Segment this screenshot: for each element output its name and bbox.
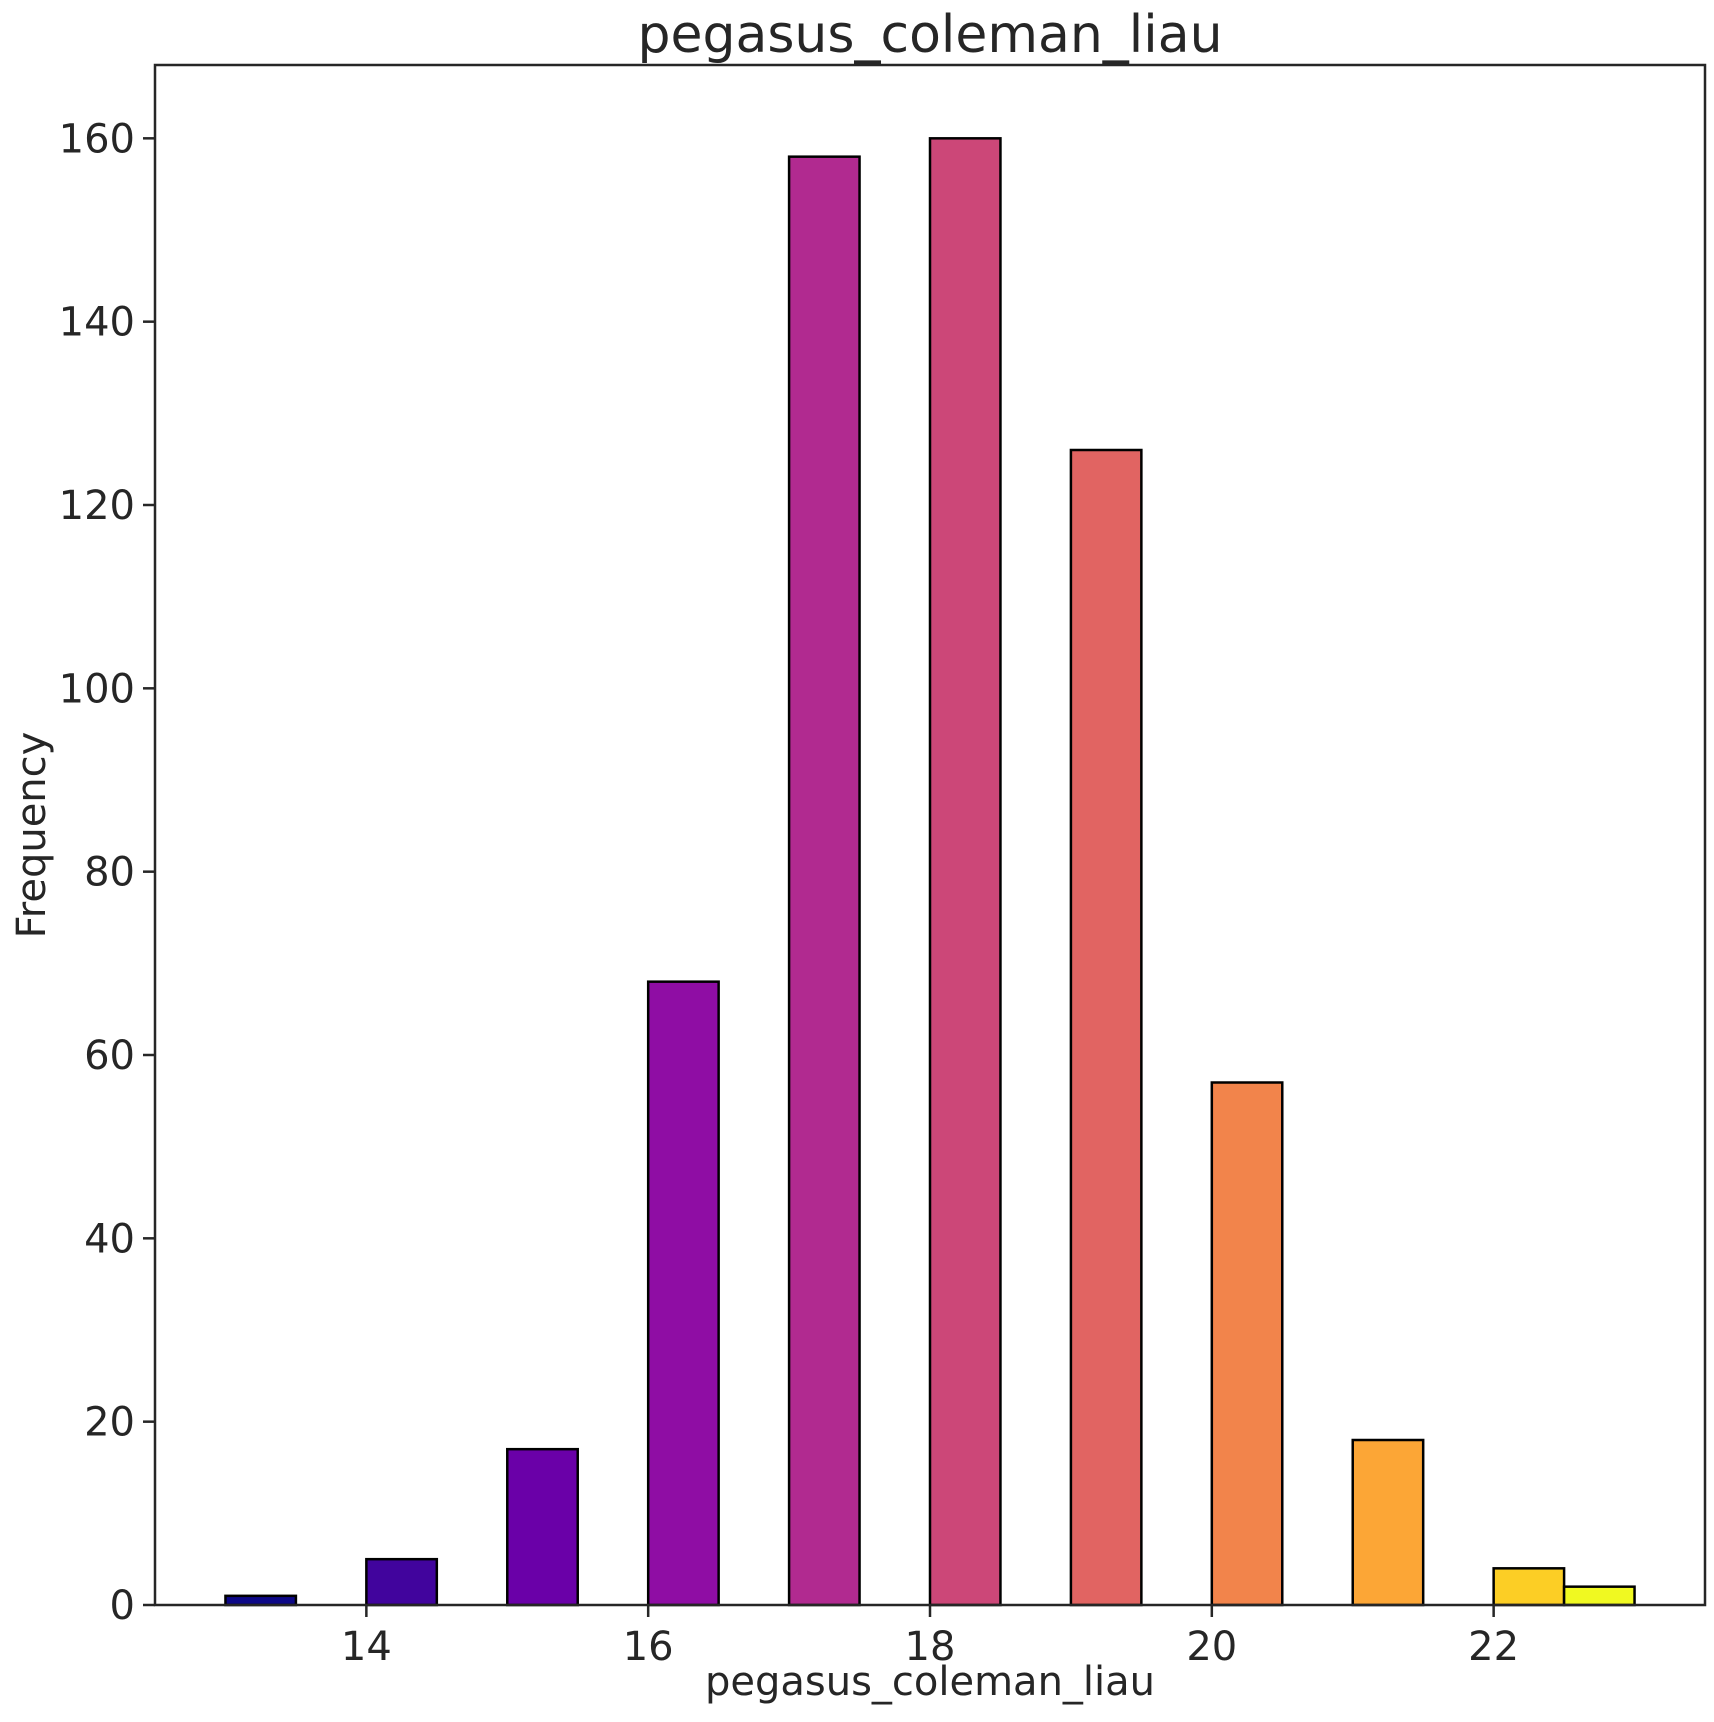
- histogram-bar-7: [1210, 1081, 1284, 1607]
- y-tick-label: 160: [59, 116, 135, 162]
- y-tick-label: 100: [59, 666, 135, 712]
- histogram-bar-2: [506, 1447, 579, 1607]
- histogram-bar-10: [1562, 1585, 1636, 1607]
- histogram-bar-6: [1069, 448, 1143, 1607]
- x-tick-label: 18: [905, 1624, 956, 1670]
- x-tick-label: 20: [1186, 1624, 1237, 1670]
- y-tick-label: 20: [84, 1400, 135, 1446]
- x-axis: 14 16 18 20 22: [341, 1605, 1519, 1670]
- y-tick-label: 0: [110, 1583, 135, 1629]
- y-tick-label: 120: [59, 483, 135, 529]
- y-tick-label: 40: [84, 1216, 135, 1262]
- y-axis: 0 20 40 60 80 100 120 140 160: [59, 116, 155, 1629]
- x-tick-label: 14: [341, 1624, 392, 1670]
- x-tick-label: 22: [1468, 1624, 1519, 1670]
- y-tick-label: 80: [84, 850, 135, 896]
- y-axis-label: Frequency: [9, 732, 55, 939]
- histogram-bar-0: [224, 1594, 298, 1607]
- histogram-bar-1: [365, 1557, 439, 1607]
- x-axis-label: pegasus_coleman_liau: [705, 1659, 1155, 1705]
- histogram-bar-3: [646, 980, 720, 1607]
- x-tick-label: 16: [623, 1624, 674, 1670]
- y-tick-label: 60: [84, 1033, 135, 1079]
- y-tick-label: 140: [59, 300, 135, 346]
- plot-frame: [153, 63, 1707, 1607]
- histogram-bar-8: [1351, 1438, 1425, 1607]
- histogram-bar-5: [928, 137, 1002, 1607]
- chart-title: pegasus_coleman_liau: [637, 5, 1222, 65]
- histogram-bar-9: [1492, 1567, 1566, 1607]
- histogram-bar-4: [787, 155, 861, 1607]
- bars-group: [224, 137, 1636, 1607]
